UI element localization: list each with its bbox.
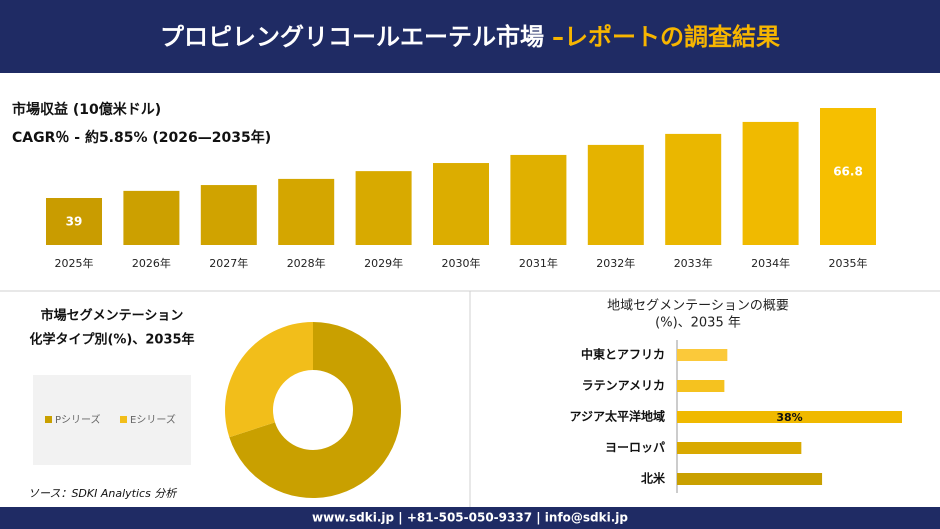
data-label: 66.8 [833,165,863,179]
y-tick-label: アジア太平洋地域 [569,409,665,424]
footer-bar [0,507,940,529]
data-label: 38% [776,411,802,424]
bar [433,163,489,245]
donut-slice [225,322,313,438]
legend-box [33,375,191,465]
legend-label: Eシリーズ [130,413,176,426]
bar [677,349,728,361]
y-tick-label: ラテンアメリカ [582,379,665,393]
bar [677,473,823,485]
header-title: プロピレングリコールエーテル市場 –レポートの調査結果 [160,23,780,51]
title-accent: –レポートの調査結果 [552,23,780,51]
x-tick-label: 2025年 [55,256,94,270]
y-tick-label: 中東とアフリカ [581,347,665,362]
x-tick-label: 2029年 [364,256,403,270]
bar [665,133,722,245]
footer: www.sdki.jp | +81-505-050-9337 | info@sd… [312,511,628,525]
chart-subtitle: (%)、2035 年 [655,316,741,331]
bar [677,411,902,423]
legend-marker [120,416,127,423]
bar [46,198,102,245]
y-tick-label: ヨーロッパ [605,441,665,455]
bar [123,190,180,245]
chart-title: 市場収益 (10億米ドル) [12,101,161,118]
x-tick-label: 2031年 [519,256,558,270]
chart-title: 市場セグメンテーション [41,308,184,324]
x-tick-label: 2034年 [751,256,790,270]
bar [742,121,799,245]
x-tick-label: 2035年 [829,256,868,270]
bar [200,185,257,245]
y-tick-label: 北米 [641,471,666,486]
bar [510,154,567,245]
x-tick-label: 2030年 [442,256,481,270]
data-label: 39 [66,215,83,229]
bar [677,442,802,454]
x-tick-label: 2028年 [287,256,326,270]
bar [278,178,335,245]
bar [677,380,725,392]
source: ソース：SDKI Analytics 分析 [28,487,178,500]
x-tick-label: 2033年 [674,256,713,270]
x-tick-label: 2032年 [596,256,635,270]
header-bar [0,0,940,73]
chart-subtitle: 化学タイプ別(%)、2035年 [29,332,194,348]
chart-title: 地域セグメンテーションの概要 [607,299,789,314]
bar [820,108,876,245]
x-tick-label: 2026年 [132,256,171,270]
x-tick-label: 2027年 [209,256,248,270]
legend-label: Pシリーズ [55,413,101,426]
legend-marker [45,416,52,423]
title-main: プロピレングリコールエーテル市場 [160,23,544,51]
chart-subtitle: CAGR％ - 約5.85% (2026—2035年) [12,129,271,146]
bar [355,171,412,245]
bar [587,144,644,245]
donut-slice [229,322,402,499]
